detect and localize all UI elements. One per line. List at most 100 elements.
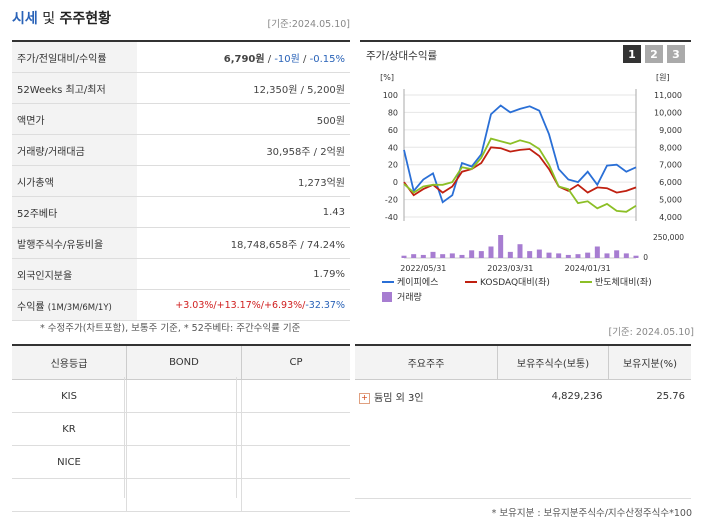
- table-header-row: 주요주주 보유주식수(보통) 보유지분(%): [355, 345, 691, 380]
- table-row: 52주베타 1.43: [12, 196, 350, 228]
- row-value: 1.43: [137, 196, 350, 228]
- asof-date-2: [기준: 2024.05.10]: [608, 327, 694, 338]
- left-tick-label: 80: [388, 108, 398, 117]
- chart-period-buttons: 1 2 3: [623, 45, 685, 63]
- chart-panel: 주가/상대수익률 1 2 3 [%] [원] 100 80 60 40 20 0 -20 -40 1…: [360, 40, 691, 313]
- right-tick-label: 7,000: [659, 161, 682, 170]
- agency-name: KIS: [12, 379, 127, 413]
- cp-rating: [241, 412, 350, 446]
- return-6m: +6.93%/: [264, 299, 306, 311]
- left-tick-label: 0: [393, 178, 398, 187]
- holder-shares: 4,829,236: [551, 391, 603, 402]
- row-label: 시가총액: [12, 165, 137, 197]
- row-label: 액면가: [12, 103, 137, 135]
- credit-rating-table: 신용등급 BOND CP KIS KR NICE: [12, 344, 350, 512]
- col-header-bond: BOND: [126, 345, 242, 380]
- right-tick-label: 4,000: [659, 213, 682, 222]
- price-change-pct: -0.15%: [309, 53, 345, 65]
- legend-label: KOSDAQ대비(좌): [480, 277, 550, 288]
- title-shareholders: 주주현황: [59, 11, 112, 27]
- bond-rating: [126, 445, 242, 479]
- left-tick-label: 40: [388, 143, 398, 152]
- divider: [124, 377, 125, 498]
- table-row: KR: [12, 412, 350, 446]
- series-line-1: [403, 146, 637, 197]
- table-row: 시가총액 1,273억원: [12, 165, 350, 197]
- right-unit: [원]: [656, 73, 670, 82]
- legend-label: 거래량: [397, 291, 422, 303]
- volume-bar: [623, 253, 629, 258]
- table-row: 주가/전일대비/수익률 6,790원 / -10원 / -0.15%: [12, 41, 350, 73]
- volume-bar: [565, 254, 571, 258]
- bond-rating: [126, 412, 242, 446]
- expand-plus-icon[interactable]: +: [359, 392, 370, 404]
- asof-date: [기준:2024.05.10]: [267, 19, 351, 30]
- row-label: 52주베타: [12, 196, 137, 228]
- col-header-shares: 보유주식수(보통): [497, 345, 609, 380]
- table-row: 수익률 (1M/3M/6M/1Y) +3.03%/+13.17%/+6.93%/…: [12, 289, 350, 321]
- row-label: 거래량/거래대금: [12, 134, 137, 166]
- volume-bar: [507, 251, 513, 258]
- volume-bar: [469, 250, 475, 258]
- right-tick-label: 10,000: [654, 108, 682, 117]
- col-header-pct: 보유지분(%): [608, 345, 691, 380]
- price-chart: [%] [원] 100 80 60 40 20 0 -20 -40 11,000 10,000 9,00…: [380, 73, 684, 303]
- table-row: 발행주식수/유동비율 18,748,658주 / 74.24%: [12, 227, 350, 259]
- left-unit: [%]: [380, 73, 394, 82]
- row-label: 발행주식수/유동비율: [12, 227, 137, 259]
- table-row: 외국인지분율 1.79%: [12, 258, 350, 290]
- volume-bar: [585, 252, 591, 258]
- col-header-holder: 주요주주: [355, 345, 498, 380]
- current-price: 6,790원: [223, 53, 265, 65]
- table-row: [12, 478, 350, 512]
- col-header-rating: 신용등급: [12, 345, 127, 380]
- holder-pct: 25.76: [656, 391, 685, 402]
- volume-bar: [575, 254, 581, 258]
- agency-name: KR: [12, 412, 127, 446]
- row-value: 1,273억원: [137, 165, 350, 197]
- table-row: 액면가 500원: [12, 103, 350, 135]
- cp-rating: [241, 445, 350, 479]
- volume-bar: [604, 253, 610, 258]
- return-1m: +3.03%/: [175, 299, 217, 311]
- legend-label: 케이피에스: [397, 277, 438, 288]
- chart-button-1[interactable]: 1: [623, 45, 641, 63]
- volume-bar: [488, 246, 494, 258]
- holder-name-cell[interactable]: + 듐밈 외 3인: [355, 380, 498, 414]
- volume-bar: [546, 252, 552, 258]
- price-change: -10원: [274, 53, 300, 65]
- row-label: 외국인지분율: [12, 258, 137, 290]
- x-tick-label: 2023/03/31: [487, 264, 533, 273]
- bond-rating: [126, 478, 242, 512]
- volume-bar: [459, 254, 465, 258]
- volume-tick-zero: 0: [643, 253, 648, 262]
- volume-bar: [411, 254, 417, 258]
- returns-values: +3.03%/+13.17%/+6.93%/-32.37%: [137, 289, 350, 321]
- table-header-row: 신용등급 BOND CP: [12, 345, 350, 380]
- table-row: 52Weeks 최고/최저 12,350원 / 5,200원: [12, 72, 350, 104]
- legend-swatch: [382, 292, 392, 302]
- chart-button-3[interactable]: 3: [667, 45, 685, 63]
- table-row: + 듐밈 외 3인 4,829,236 25.76: [355, 380, 691, 414]
- right-tick-label: 9,000: [659, 126, 682, 135]
- price-table: 주가/전일대비/수익률 6,790원 / -10원 / -0.15% 52Wee…: [12, 40, 350, 321]
- shareholder-table-bottom: [355, 466, 691, 499]
- table-row: NICE: [12, 445, 350, 479]
- chart-button-2[interactable]: 2: [645, 45, 663, 63]
- volume-bar: [594, 246, 600, 258]
- bond-rating: [126, 379, 242, 413]
- table-row: KIS: [12, 379, 350, 413]
- row-value: 18,748,658주 / 74.24%: [137, 227, 350, 259]
- volume-bar: [478, 251, 484, 258]
- row-value: 12,350원 / 5,200원: [137, 72, 350, 104]
- volume-bar: [527, 251, 533, 258]
- agency-name: [12, 478, 127, 512]
- left-tick-label: 20: [388, 161, 398, 170]
- title-and: 및: [37, 11, 60, 27]
- footnote-shareholding: * 보유지분 : 보유지분주식수/지수산정주식수*100: [491, 508, 692, 519]
- left-tick-label: -40: [385, 213, 398, 222]
- returns-sub: (1M/3M/6M/1Y): [47, 302, 112, 313]
- chart-title: 주가/상대수익률: [366, 50, 438, 62]
- volume-bar: [536, 249, 542, 258]
- volume-bar: [440, 254, 446, 258]
